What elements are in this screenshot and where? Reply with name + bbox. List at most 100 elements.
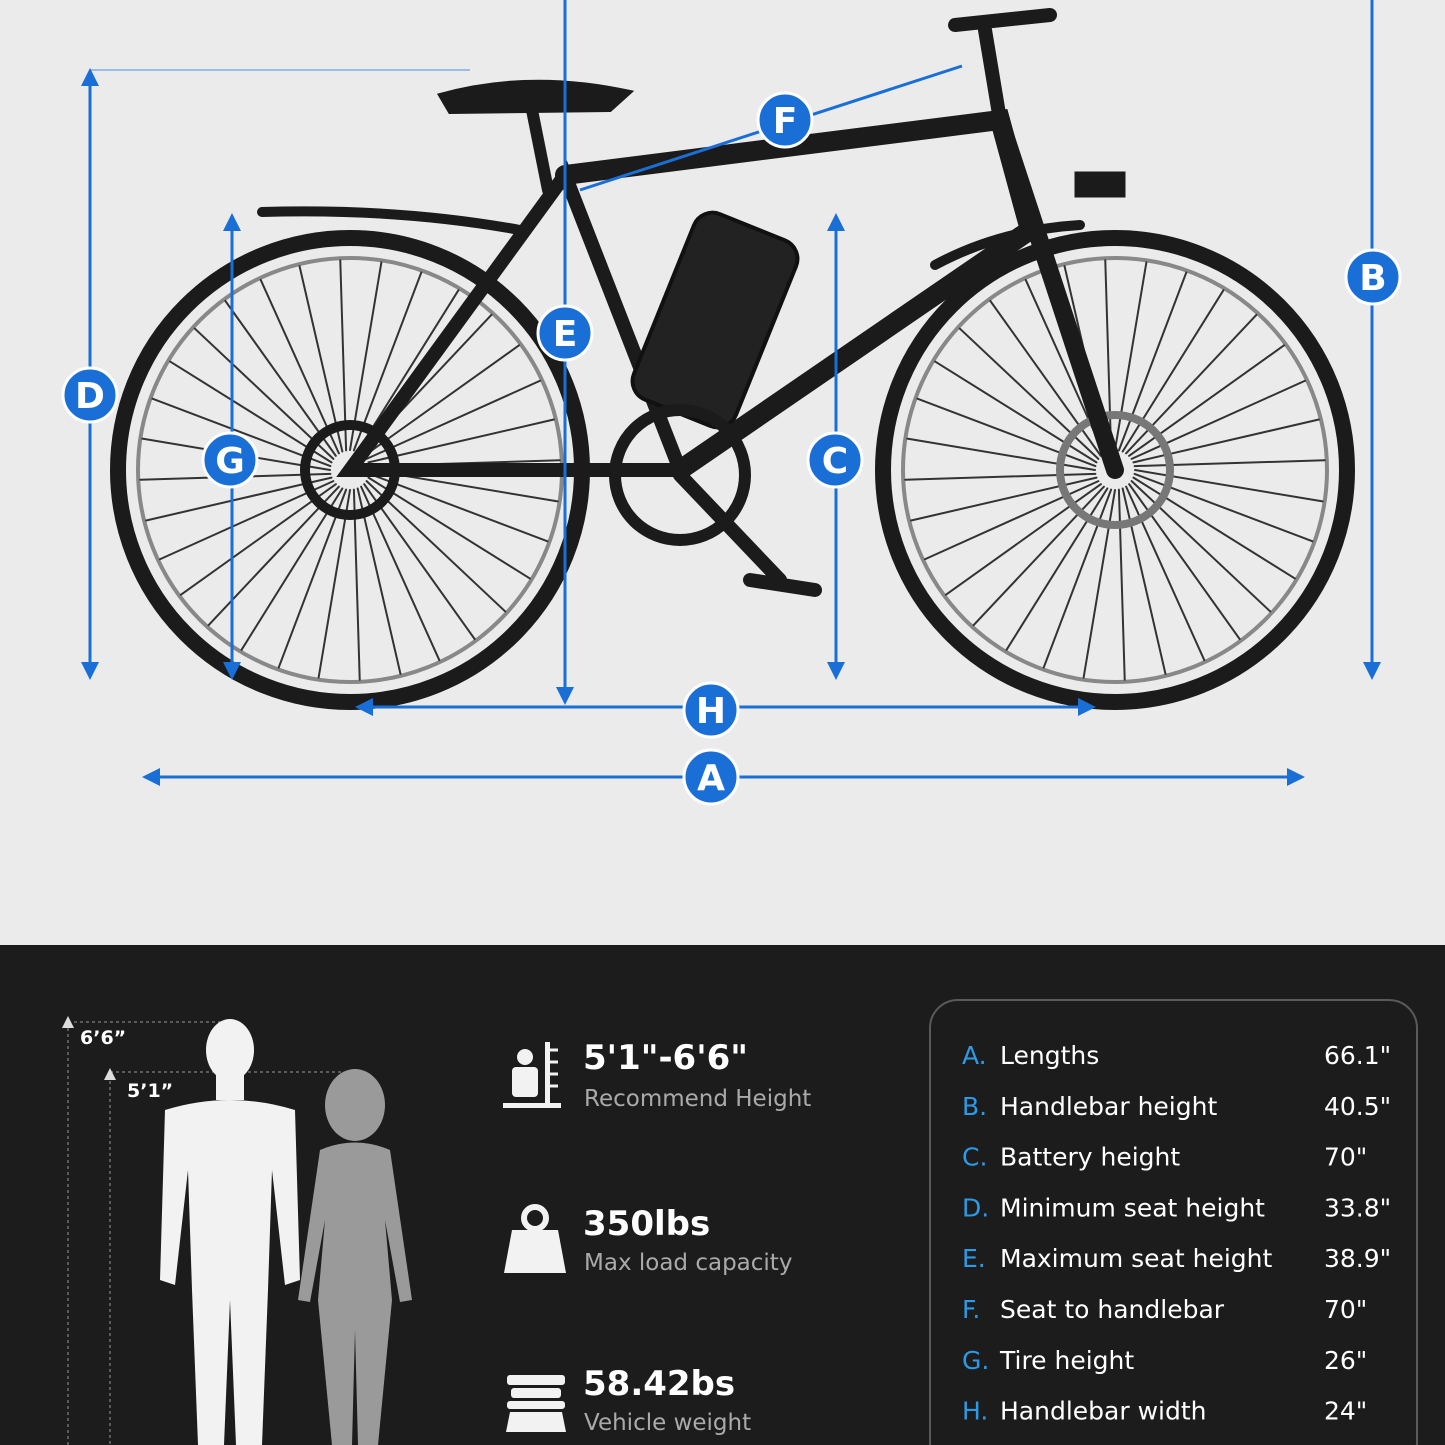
- shape: [325, 1069, 385, 1141]
- shape: [216, 1075, 244, 1100]
- crank: [673, 468, 822, 597]
- feature-value: 350lbs: [583, 1204, 710, 1244]
- shape: [550, 1048, 558, 1088]
- spoke: [352, 271, 423, 452]
- spoke: [367, 418, 555, 464]
- spoke: [277, 488, 348, 669]
- spoke: [356, 487, 402, 675]
- feature-label: Max load capacity: [584, 1250, 792, 1276]
- spoke: [224, 299, 337, 457]
- marker-badge: [536, 304, 594, 362]
- marker-letter: H: [696, 691, 726, 732]
- shape: [507, 1375, 565, 1385]
- feature-label: Vehicle weight: [584, 1410, 751, 1436]
- shape: [521, 1204, 549, 1232]
- marker-letter: E: [553, 314, 578, 355]
- fork: [991, 111, 1124, 479]
- spec-value: 70": [1324, 1143, 1367, 1172]
- chainring: [609, 404, 751, 546]
- shape: [512, 1067, 538, 1097]
- scale-arrows: [62, 1016, 116, 1080]
- spec-value: 70": [1324, 1295, 1367, 1324]
- marker-badge: [682, 681, 740, 739]
- headlight: [1074, 171, 1126, 198]
- spec-letter: D.: [962, 1193, 989, 1222]
- marker-badge: [61, 366, 119, 424]
- man-silhouette: [160, 1019, 300, 1445]
- spoke: [169, 360, 333, 464]
- shape: [506, 1412, 566, 1432]
- spec-name: Minimum seat height: [1000, 1193, 1265, 1222]
- spec-name: Handlebar height: [1000, 1092, 1217, 1121]
- feature-value: 5'1"-6'6": [583, 1038, 748, 1078]
- shape: [503, 1103, 561, 1108]
- spoke: [363, 483, 476, 641]
- spec-value: 66.1": [1324, 1041, 1391, 1070]
- marker-letter: D: [75, 376, 105, 417]
- spec-name: Tire height: [999, 1346, 1134, 1375]
- spec-value: 40.5": [1324, 1092, 1391, 1121]
- spoke: [352, 488, 361, 681]
- spec-value: 24": [1324, 1397, 1367, 1426]
- shape: [507, 1401, 565, 1409]
- spoke: [367, 476, 531, 580]
- marker-letter: G: [215, 441, 245, 482]
- spec-table-frame: [929, 999, 1418, 1445]
- shape: [298, 1142, 412, 1445]
- shape: [160, 1100, 300, 1445]
- feature-icons: [503, 1042, 566, 1432]
- height-top-label: 6’6”: [80, 1027, 126, 1049]
- marker-badge: [682, 748, 740, 806]
- disc-rotor: [1056, 411, 1174, 529]
- handlebar: [948, 8, 1057, 127]
- spoke: [298, 265, 344, 453]
- spoke: [349, 261, 383, 451]
- spoke: [145, 476, 333, 522]
- scale-icon: [506, 1375, 566, 1432]
- woman-silhouette: [298, 1069, 412, 1445]
- spoke: [365, 379, 542, 460]
- spec-letter: H.: [962, 1397, 988, 1426]
- feature-label: Recommend Height: [584, 1086, 811, 1112]
- seat-post: [524, 94, 554, 196]
- height-figures: [62, 1016, 412, 1445]
- spoke: [193, 327, 335, 460]
- spec-value: 38.9": [1324, 1244, 1391, 1273]
- rear-triangle: [336, 160, 691, 477]
- spoke: [363, 344, 521, 457]
- spec-name: Maximum seat height: [1000, 1244, 1272, 1273]
- feature-value: 58.42bs: [583, 1364, 735, 1404]
- weight-icon: [504, 1204, 566, 1273]
- spoke: [368, 472, 549, 543]
- spec-letter: C.: [962, 1143, 987, 1172]
- front-fender: [930, 220, 1085, 270]
- spec-letter: A.: [962, 1041, 987, 1070]
- spec-value: 26": [1324, 1346, 1367, 1375]
- saddle: [436, 79, 635, 115]
- marker-badge: [1344, 248, 1402, 306]
- spoke: [317, 489, 351, 679]
- spoke: [360, 485, 441, 662]
- rear-fender: [257, 206, 525, 235]
- marker-letter: F: [773, 101, 798, 142]
- spoke: [151, 397, 332, 468]
- marker-badge: [806, 431, 864, 489]
- shape: [517, 1049, 533, 1065]
- spoke: [259, 278, 340, 455]
- spoke: [158, 480, 335, 561]
- front-tire: [875, 230, 1355, 710]
- shape: [206, 1019, 254, 1081]
- spec-name: Seat to handlebar: [1000, 1295, 1225, 1324]
- spoke: [365, 480, 507, 613]
- height-icon: [503, 1042, 561, 1108]
- marker-letter: A: [697, 758, 725, 799]
- spec-letter: B.: [962, 1092, 987, 1121]
- spec-letter: G.: [962, 1346, 989, 1375]
- shape: [504, 1230, 566, 1273]
- spec-name: Lengths: [1000, 1041, 1099, 1070]
- marker-letter: C: [822, 441, 848, 482]
- spec-value: 33.8": [1324, 1193, 1391, 1222]
- spec-letter: E.: [962, 1244, 986, 1273]
